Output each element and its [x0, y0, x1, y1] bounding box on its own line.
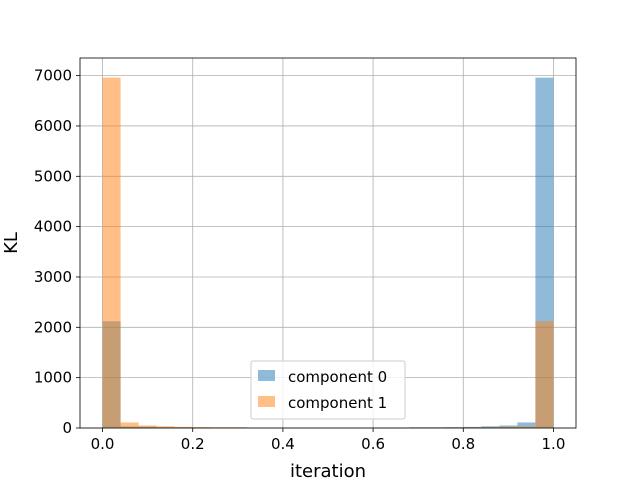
- x-tick-label: 0.4: [271, 435, 295, 453]
- legend-box: [250, 360, 406, 420]
- bar-component-1: [120, 422, 139, 428]
- y-axis-label: KL: [1, 232, 22, 254]
- bar-component-1: [156, 426, 175, 428]
- plot-frame: [79, 57, 577, 429]
- bar-component-1: [499, 426, 518, 428]
- bar-component-1: [535, 321, 554, 428]
- x-tick-label: 0.6: [361, 435, 385, 453]
- bar-component-0: [481, 426, 500, 428]
- y-tick-label: 4000: [34, 218, 72, 236]
- histogram-bars: [102, 77, 554, 428]
- legend-swatch-component-0: [258, 370, 275, 381]
- bar-component-1: [102, 77, 121, 428]
- legend-swatch-component-1: [258, 396, 275, 407]
- x-axis-label: iteration: [290, 461, 366, 480]
- legend-label-component-1: component 1: [288, 394, 387, 412]
- bar-component-1: [517, 426, 536, 428]
- y-tick-label: 1000: [34, 369, 72, 387]
- x-tick-label: 1.0: [542, 435, 566, 453]
- bar-component-1: [192, 427, 211, 428]
- axis-ticks: 0.0 0.2 0.4 0.6 0.8 1.0 0 1000 2000 3000 4000 5000 6…: [34, 67, 566, 453]
- y-tick-label: 6000: [34, 117, 72, 135]
- x-tick-label: 0.0: [91, 435, 115, 453]
- legend-label-component-0: component 0: [288, 368, 387, 386]
- x-tick-label: 0.8: [451, 435, 475, 453]
- y-tick-label: 5000: [34, 167, 72, 185]
- bar-component-1: [174, 426, 193, 428]
- x-tick-label: 0.2: [181, 435, 205, 453]
- y-tick-label: 2000: [34, 318, 72, 336]
- y-tick-label: 3000: [34, 268, 72, 286]
- y-tick-label: 7000: [34, 67, 72, 85]
- legend: component 0 component 1: [250, 360, 406, 420]
- y-tick-label: 0: [62, 419, 72, 437]
- bar-component-1: [138, 425, 157, 428]
- bar-component-0: [517, 422, 536, 428]
